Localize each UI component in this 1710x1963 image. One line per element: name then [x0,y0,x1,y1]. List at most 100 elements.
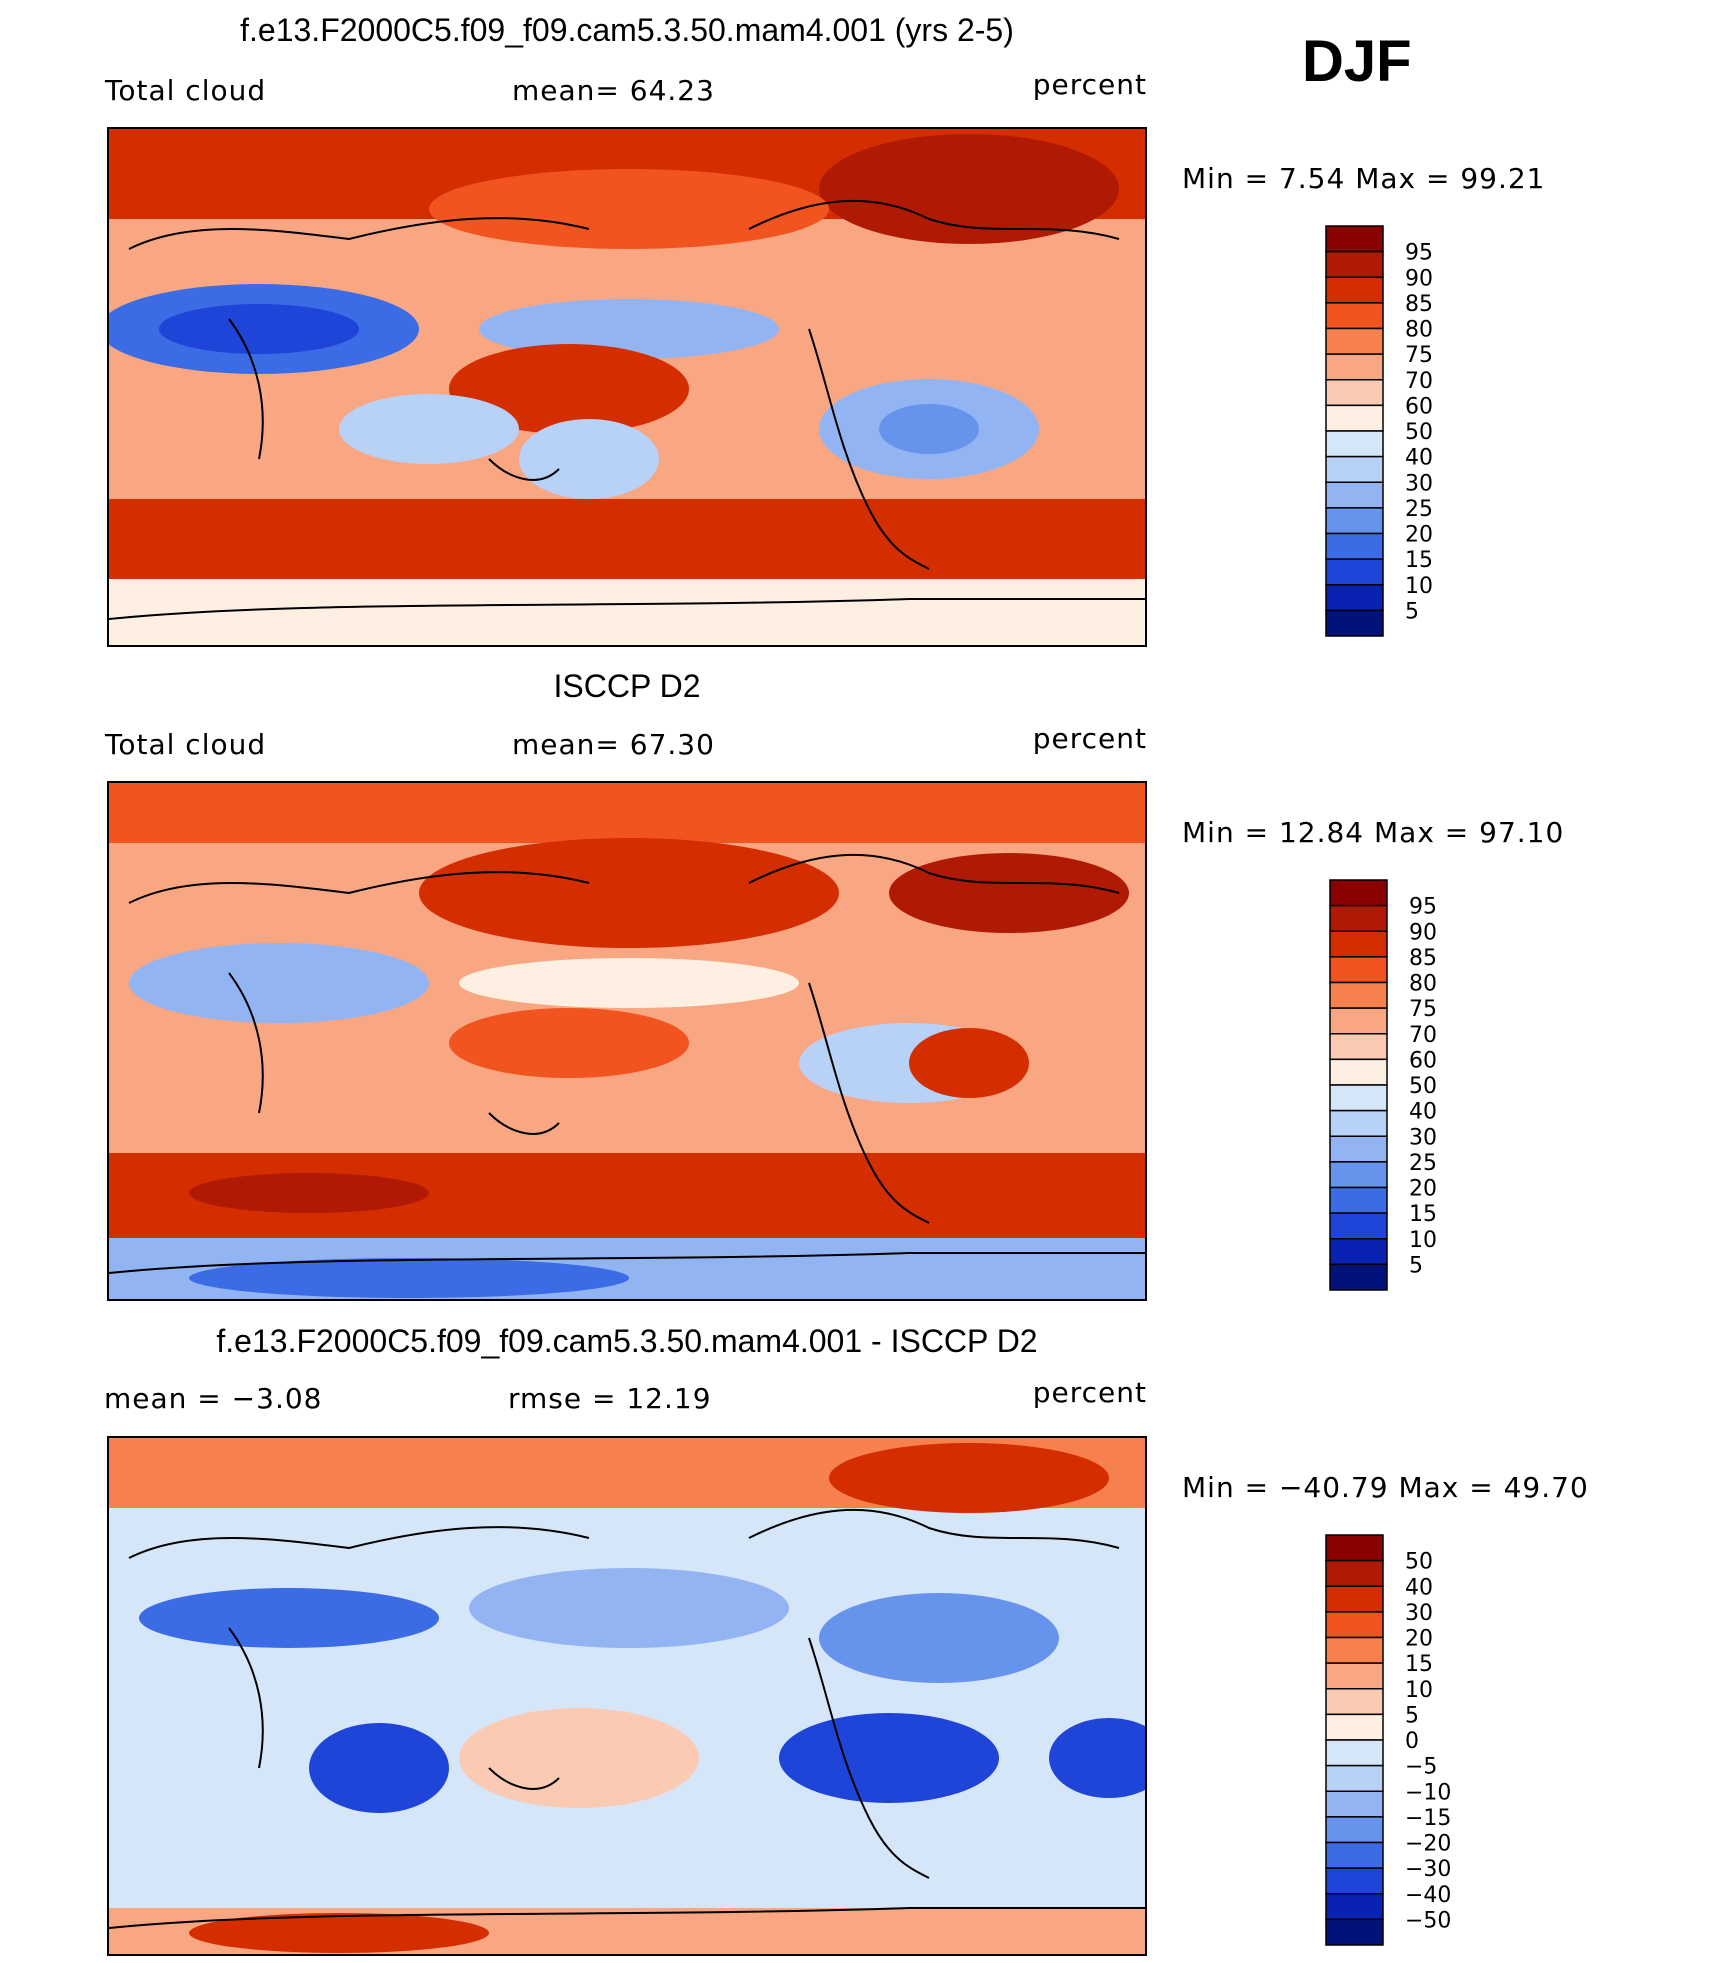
colorbar-tick-label: 50 [1409,1074,1437,1099]
colorbar-tick-label: 85 [1405,292,1433,317]
colorbar-swatch [1325,1611,1384,1639]
colorbar-tick-label: 30 [1405,471,1433,496]
colorbar-swatch [1329,904,1388,932]
se-pacific-core [879,404,979,454]
panel-1-map [107,127,1147,647]
colorbar-tick-label: −40 [1405,1883,1451,1908]
colorbar-tick-label: −10 [1405,1780,1451,1805]
season-label: DJF [1302,29,1412,94]
colorbar-swatch [1325,1816,1384,1844]
colorbar-swatch [1329,879,1388,907]
panel-2-title: ISCCP D2 [553,668,701,704]
antarctic-positive [189,1913,489,1953]
colorbar-swatch [1325,327,1384,355]
colorbar-tick-label: 70 [1405,369,1433,394]
colorbar-tick-label: 5 [1405,599,1419,624]
southern-ocean-band [109,499,1145,579]
colorbar-swatch [1325,609,1384,637]
colorbar-tick-label: 90 [1405,266,1433,291]
map-background [109,1438,1145,1954]
australia-low [519,419,659,499]
panel-3-title: f.e13.F2000C5.f09_f09.cam5.3.50.mam4.001… [216,1323,1038,1359]
colorbar-tick-label: 25 [1409,1151,1437,1176]
colorbar-tick-label: 75 [1409,997,1437,1022]
colorbar-swatch [1325,1764,1384,1792]
colorbar-tick-label: 60 [1405,394,1433,419]
colorbar-tick-label: 70 [1409,1023,1437,1048]
se-pacific-negative [779,1713,999,1803]
colorbar-tick-label: −50 [1405,1908,1451,1933]
colorbar-tick-label: 20 [1409,1177,1437,1202]
north-atlantic-high [889,853,1129,933]
colorbar-tick-label: 25 [1405,497,1433,522]
colorbar-swatch [1325,584,1384,612]
colorbar-swatch [1329,1186,1388,1214]
colorbar-tick-label: 30 [1405,1601,1433,1626]
colorbar-tick-label: 10 [1405,574,1433,599]
antarctic-low [189,1258,629,1298]
colorbar-tick-label: 60 [1409,1048,1437,1073]
colorbar-swatch [1325,507,1384,535]
colorbar-swatch [1325,1867,1384,1895]
north-atlantic-negative [819,1593,1059,1683]
colorbar-swatch [1325,1790,1384,1818]
colorbar-tick-label: 5 [1405,1703,1419,1728]
colorbar-tick-label: −30 [1405,1857,1451,1882]
panel-3-map [107,1436,1147,1956]
colorbar-swatch [1325,302,1384,330]
north-pacific-high [419,838,839,948]
panel-1-mean-label: mean= 64.23 [512,74,715,107]
colorbar-tick-label: 30 [1409,1125,1437,1150]
se-atlantic-negative [1049,1718,1145,1798]
sahara-low [129,943,429,1023]
colorbar-swatch [1329,981,1388,1009]
colorbar-tick-label: 90 [1409,920,1437,945]
colorbar-swatch [1329,956,1388,984]
panel-2-map [107,781,1147,1301]
colorbar-tick-label: −5 [1405,1755,1437,1780]
subtropical-pacific-low [479,299,779,359]
colorbar-swatch [1325,1893,1384,1921]
north-america-diff [829,1443,1109,1513]
panel-1-colorbar: 95 90 85 80 75 70 60 50 40 30 25 20 15 10 5 [1325,225,1446,637]
colorbar-tick-label: 15 [1405,1652,1433,1677]
sahara-negative [139,1588,439,1648]
sahara-core [159,304,359,354]
arctic-band [109,783,1145,843]
coastlines [109,199,1145,620]
colorbar-swatch [1329,930,1388,958]
colorbar-swatch [1329,1109,1388,1137]
panel-1-minmax: Min = 7.54 Max = 99.21 [1182,162,1546,195]
colorbar-swatch [1325,379,1384,407]
antarctic-band [109,579,1145,645]
maritime-continent-high [449,1008,689,1078]
colorbar-swatch [1325,1534,1384,1562]
colorbar-tick-label: 10 [1409,1228,1437,1253]
colorbar-swatch [1325,1688,1384,1716]
colorbar-swatch [1325,1918,1384,1946]
north-america-high [819,134,1119,244]
coastlines [109,853,1145,1274]
colorbar-swatch [1325,1636,1384,1664]
colorbar-tick-label: 40 [1405,1575,1433,1600]
colorbar-tick-label: 50 [1405,1550,1433,1575]
panel-2-units-label: percent [1032,722,1147,755]
colorbar-tick-label: 20 [1405,523,1433,548]
colorbar-tick-label: 15 [1409,1202,1437,1227]
colorbar-tick-label: 40 [1409,1100,1437,1125]
colorbar-swatch [1325,1713,1384,1741]
colorbar-swatch [1325,1739,1384,1767]
panel-2-colorbar: 95 90 85 80 75 70 60 50 40 30 25 20 15 10 5 [1329,879,1450,1291]
panel-3-map-svg [109,1438,1145,1954]
north-pacific-negative [469,1568,789,1648]
colorbar-tick-label: 75 [1405,343,1433,368]
colorbar-swatch [1325,404,1384,432]
amazon-high [909,1028,1029,1098]
panel-3-units-label: percent [1032,1376,1147,1409]
indian-ocean-low [339,394,519,464]
panel-3-colorbar: 50 40 30 20 15 10 5 0 −5 −10 −15 −20 −30 −40 −50 [1325,1534,1466,1946]
colorbar-tick-label: 40 [1405,446,1433,471]
colorbar-swatch [1329,1084,1388,1112]
colorbar-swatch [1325,1585,1384,1613]
